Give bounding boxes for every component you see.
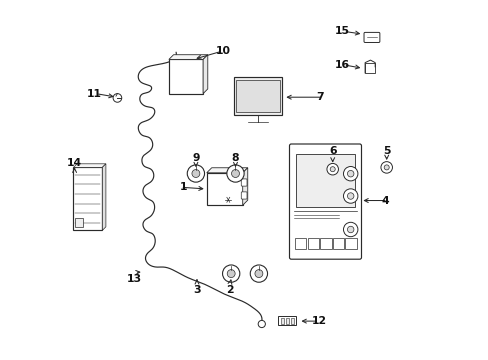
Circle shape <box>326 163 338 175</box>
Bar <box>307 238 318 249</box>
Bar <box>290 318 293 324</box>
Bar <box>332 238 344 249</box>
Polygon shape <box>73 164 106 167</box>
Text: 10: 10 <box>215 46 230 56</box>
Bar <box>295 154 355 207</box>
Text: 6: 6 <box>328 146 336 156</box>
Bar <box>280 318 283 324</box>
Bar <box>73 167 102 230</box>
Circle shape <box>343 222 357 237</box>
Text: 13: 13 <box>127 274 142 284</box>
Circle shape <box>258 320 265 328</box>
Circle shape <box>113 94 122 102</box>
Polygon shape <box>203 55 207 94</box>
Circle shape <box>347 226 353 233</box>
Text: 8: 8 <box>231 153 239 163</box>
Circle shape <box>254 270 263 278</box>
Circle shape <box>226 165 244 182</box>
Circle shape <box>380 162 392 173</box>
Bar <box>236 80 279 112</box>
Text: 4: 4 <box>381 195 388 206</box>
Circle shape <box>347 171 353 177</box>
Text: 12: 12 <box>311 316 326 326</box>
Text: 5: 5 <box>382 146 389 156</box>
Circle shape <box>384 165 388 170</box>
Circle shape <box>343 189 357 203</box>
Polygon shape <box>102 164 106 230</box>
FancyBboxPatch shape <box>241 179 246 186</box>
Text: 15: 15 <box>334 26 349 36</box>
Polygon shape <box>242 168 247 205</box>
Text: 1: 1 <box>179 182 186 192</box>
Polygon shape <box>206 168 247 173</box>
Circle shape <box>347 193 353 199</box>
Text: 11: 11 <box>87 89 102 99</box>
Polygon shape <box>168 55 207 59</box>
Bar <box>206 173 242 205</box>
Bar <box>320 238 331 249</box>
Text: 7: 7 <box>316 92 324 102</box>
Text: 9: 9 <box>192 153 199 163</box>
Text: 16: 16 <box>334 60 349 70</box>
Circle shape <box>343 166 357 181</box>
Bar <box>168 59 203 94</box>
Text: 2: 2 <box>226 285 233 295</box>
Circle shape <box>329 167 335 172</box>
Circle shape <box>187 165 204 182</box>
FancyBboxPatch shape <box>241 192 246 199</box>
Circle shape <box>227 270 235 278</box>
FancyBboxPatch shape <box>363 32 379 42</box>
Bar <box>233 77 282 115</box>
Circle shape <box>192 170 200 177</box>
Bar <box>75 218 83 227</box>
Bar <box>294 238 306 249</box>
Circle shape <box>250 265 267 282</box>
Bar <box>365 63 374 73</box>
Circle shape <box>231 170 239 177</box>
Circle shape <box>222 265 239 282</box>
FancyBboxPatch shape <box>289 144 361 259</box>
Text: 3: 3 <box>193 285 201 295</box>
Bar <box>285 318 288 324</box>
Bar <box>278 316 295 325</box>
Bar <box>345 238 356 249</box>
Text: 14: 14 <box>67 158 82 168</box>
